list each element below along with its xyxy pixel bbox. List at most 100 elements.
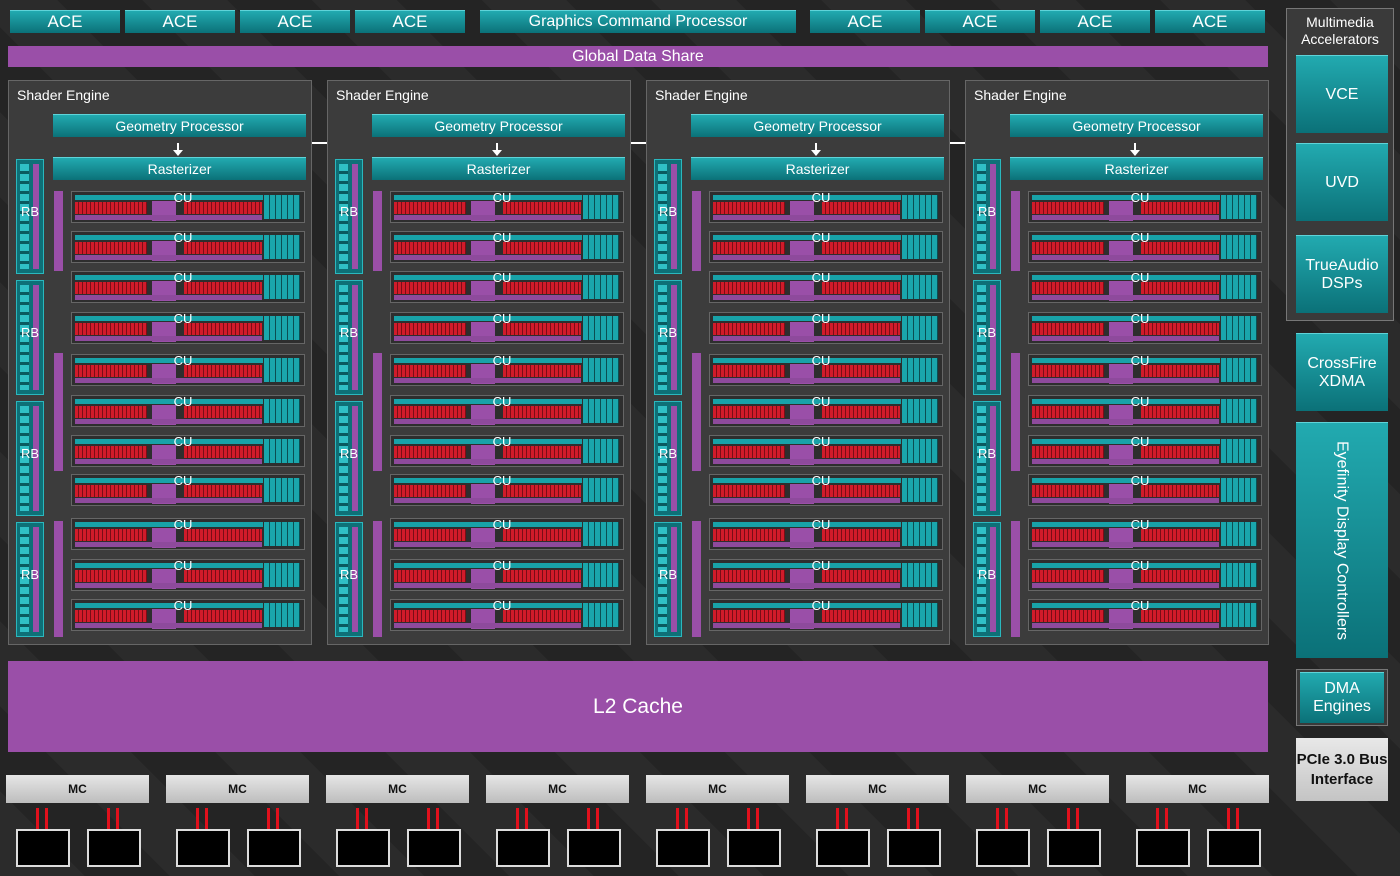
compute-unit: CU xyxy=(709,353,943,386)
render-backend: RB xyxy=(16,401,44,516)
lds-bar xyxy=(54,191,63,271)
compute-unit: CU xyxy=(709,190,943,223)
rb-cells xyxy=(977,164,986,269)
cu-lower xyxy=(394,498,581,503)
cu-registers xyxy=(264,399,300,423)
cu-simd-right xyxy=(184,446,262,458)
multimedia-unit: TrueAudio DSPs xyxy=(1296,235,1388,313)
compute-unit: CU xyxy=(1028,473,1262,506)
cu-registers xyxy=(902,478,938,502)
compute-unit: CU xyxy=(71,311,305,344)
compute-unit: CU xyxy=(1028,394,1262,427)
compute-unit: CU xyxy=(71,434,305,467)
memory-arrow xyxy=(1227,808,1230,829)
cu-simd-left xyxy=(394,202,466,214)
ace: ACE xyxy=(355,10,465,33)
global-data-share: Global Data Share xyxy=(8,46,1268,67)
lds-bar xyxy=(54,521,63,637)
dram-chip xyxy=(887,829,941,867)
rb-cells xyxy=(20,164,29,269)
cu-label: CU xyxy=(811,517,831,532)
cu-lower xyxy=(1032,583,1219,588)
cu-lower xyxy=(713,336,900,341)
cu-label: CU xyxy=(173,394,193,409)
cu-simd-left xyxy=(713,446,785,458)
cu-simd-left xyxy=(75,610,147,622)
compute-unit: CU xyxy=(390,190,624,223)
eyefinity-frame: Eyefinity Display Controllers xyxy=(1296,422,1388,658)
cu-label: CU xyxy=(811,353,831,368)
cu-simd-right xyxy=(503,529,581,541)
cu-simd-left xyxy=(1032,446,1104,458)
cu-simd-left xyxy=(394,365,466,377)
cu-strip xyxy=(75,275,263,280)
cu-label: CU xyxy=(173,598,193,613)
compute-unit: CU xyxy=(390,517,624,550)
dram-chip xyxy=(16,829,70,867)
cu-simd-right xyxy=(1141,529,1219,541)
cu-label: CU xyxy=(173,434,193,449)
memory-arrow xyxy=(996,808,999,829)
compute-unit: CU xyxy=(71,190,305,223)
cu-simd-right xyxy=(503,406,581,418)
memory-arrow xyxy=(596,808,599,829)
cu-simd-left xyxy=(394,406,466,418)
cu-registers xyxy=(583,358,619,382)
cu-strip xyxy=(394,275,582,280)
cu-simd-right xyxy=(184,610,262,622)
cu-lower xyxy=(1032,255,1219,260)
cu-simd-left xyxy=(75,529,147,541)
cu-strip xyxy=(394,316,582,321)
memory-controller: MC xyxy=(646,775,789,803)
cu-lower xyxy=(1032,378,1219,383)
cu-label: CU xyxy=(811,230,831,245)
cu-strip xyxy=(394,358,582,363)
cu-simd-left xyxy=(1032,202,1104,214)
cu-lower xyxy=(394,336,581,341)
cu-registers xyxy=(583,399,619,423)
cu-simd-left xyxy=(1032,485,1104,497)
compute-unit: CU xyxy=(1028,311,1262,344)
cu-registers xyxy=(902,195,938,219)
cu-lower xyxy=(713,215,900,220)
shader-engine-label: Shader Engine xyxy=(974,87,1067,103)
memory-arrow xyxy=(916,808,919,829)
cu-strip xyxy=(394,195,582,200)
rb-label: RB xyxy=(658,204,678,219)
rb-label: RB xyxy=(658,325,678,340)
rb-cells xyxy=(658,285,667,390)
compute-unit: CU xyxy=(71,598,305,631)
dram-chip xyxy=(247,829,301,867)
cu-simd-right xyxy=(184,323,262,335)
geometry-processor: Geometry Processor xyxy=(53,114,306,137)
rb-bar xyxy=(671,164,677,269)
cu-label: CU xyxy=(811,311,831,326)
cu-lower xyxy=(75,542,262,547)
cu-simd-left xyxy=(394,282,466,294)
cu-simd-right xyxy=(503,485,581,497)
cu-label: CU xyxy=(1130,473,1150,488)
cu-strip xyxy=(75,235,263,240)
rb-label: RB xyxy=(20,567,40,582)
cu-simd-right xyxy=(1141,323,1219,335)
cu-strip xyxy=(1032,563,1220,568)
shader-engine: Shader Engine Geometry Processor Rasterize… xyxy=(8,80,312,645)
cu-simd-right xyxy=(822,406,900,418)
rb-cells xyxy=(658,527,667,632)
arrow-head xyxy=(811,150,821,156)
memory-arrow xyxy=(116,808,119,829)
rb-label: RB xyxy=(977,446,997,461)
cu-simd-right xyxy=(822,570,900,582)
cu-simd-right xyxy=(184,485,262,497)
compute-unit: CU xyxy=(71,230,305,263)
cu-simd-right xyxy=(822,202,900,214)
memory-controller: MC xyxy=(326,775,469,803)
shader-engine: Shader Engine Geometry Processor Rasterize… xyxy=(646,80,950,645)
multimedia-unit: VCE xyxy=(1296,55,1388,133)
memory-arrow xyxy=(836,808,839,829)
cu-label: CU xyxy=(173,558,193,573)
lds-bar xyxy=(692,521,701,637)
l2-cache: L2 Cache xyxy=(8,661,1268,752)
cu-lower xyxy=(1032,215,1219,220)
cu-lower xyxy=(713,419,900,424)
